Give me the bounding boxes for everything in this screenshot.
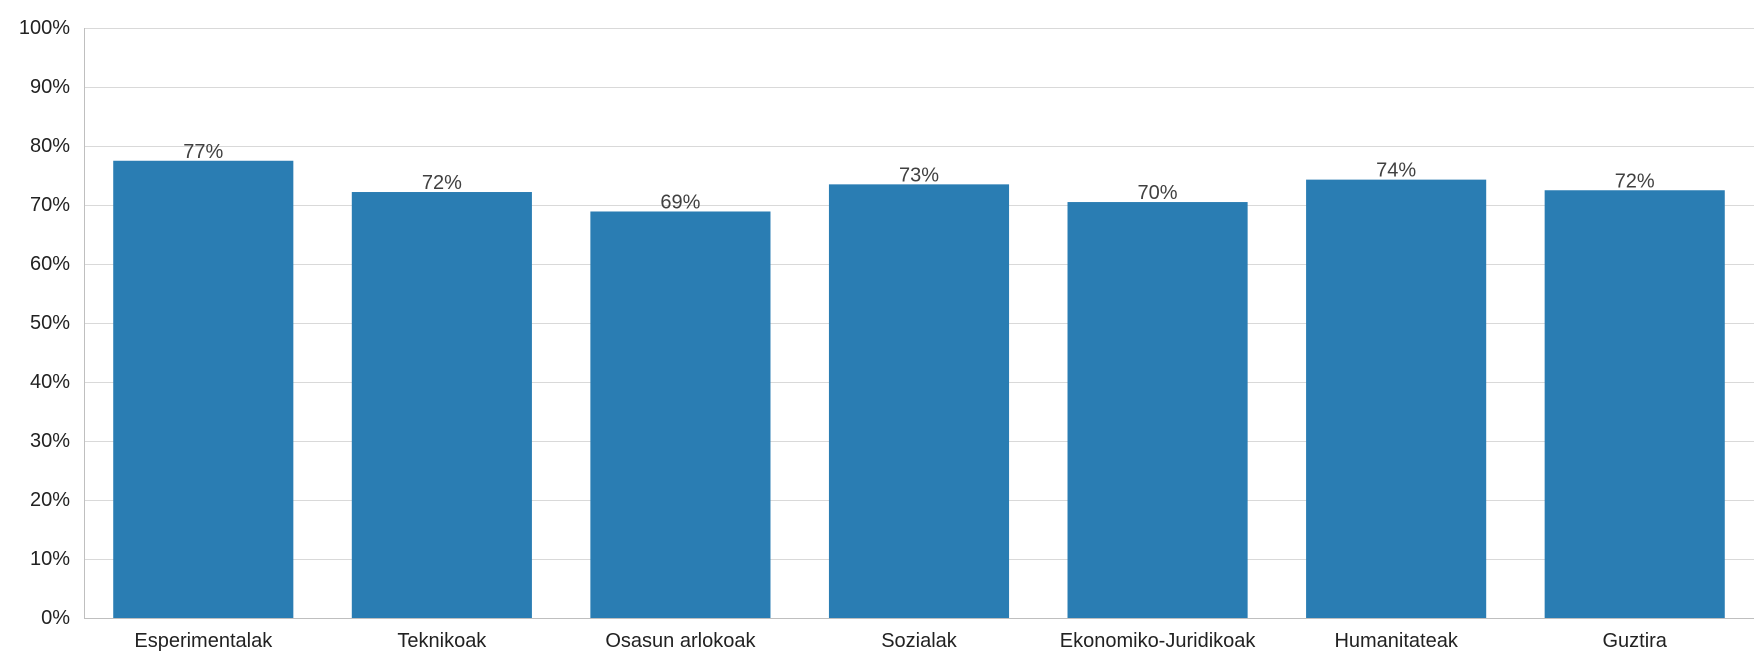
- axis-layer: 0% 10% 20% 30% 40% 50% 60% 70% 80% 90% 100%: [19, 17, 1754, 629]
- bar-humanitateak: [1306, 179, 1487, 618]
- data-label: 73%: [899, 164, 939, 186]
- x-tick-label: Osasun arlokoak: [605, 630, 756, 652]
- x-tick-label: Guztira: [1602, 630, 1667, 652]
- y-tick-label: 10%: [30, 548, 70, 570]
- y-tick-label: 100%: [19, 17, 70, 39]
- y-tick-label: 80%: [30, 135, 70, 157]
- y-tick-label: 40%: [30, 371, 70, 393]
- bars-layer: [113, 160, 1725, 619]
- data-label: 74%: [1376, 160, 1416, 182]
- y-tick-label: 70%: [30, 194, 70, 216]
- bar-guztira: [1544, 190, 1725, 618]
- bar-esperimentalak: [113, 160, 294, 618]
- y-tick-label: 20%: [30, 489, 70, 511]
- x-tick-label: Ekonomiko-Juridikoak: [1060, 630, 1257, 652]
- y-tick-label: 0%: [41, 607, 70, 629]
- data-label: 69%: [660, 191, 700, 213]
- x-tick-label: Teknikoak: [397, 630, 487, 652]
- labels-layer: 77% Esperimentalak 72% Teknikoak 69% Osasun a…: [134, 141, 1667, 652]
- x-tick-label: Humanitateak: [1334, 630, 1458, 652]
- data-label: 72%: [1615, 170, 1655, 192]
- bar-osasun-arlokoak: [590, 211, 771, 619]
- data-label: 70%: [1138, 182, 1178, 204]
- y-tick-label: 50%: [30, 312, 70, 334]
- bar-sozialak: [828, 184, 1010, 618]
- y-tick-label: 30%: [30, 430, 70, 452]
- y-tick-label: 60%: [30, 253, 70, 275]
- x-tick-label: Esperimentalak: [134, 630, 273, 652]
- y-tick-label: 90%: [30, 76, 70, 98]
- data-label: 77%: [183, 141, 223, 163]
- data-label: 72%: [422, 172, 462, 194]
- bar-ekonomiko-juridikoak: [1067, 202, 1248, 619]
- x-tick-label: Sozialak: [881, 630, 958, 652]
- bar-teknikoak: [351, 192, 532, 618]
